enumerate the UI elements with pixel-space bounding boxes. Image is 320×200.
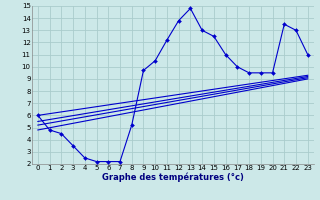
X-axis label: Graphe des températures (°c): Graphe des températures (°c) [102, 173, 244, 182]
